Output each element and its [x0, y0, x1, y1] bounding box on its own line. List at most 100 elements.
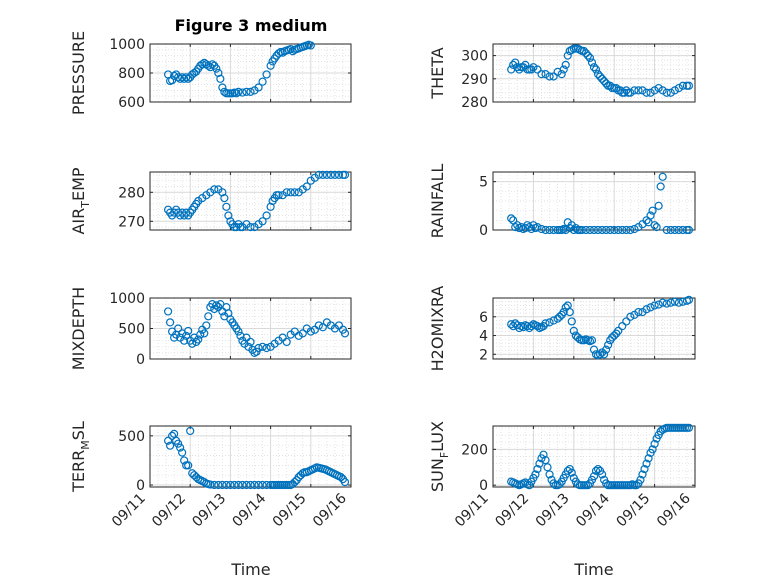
data-point: [612, 83, 621, 93]
data-point: [336, 473, 346, 482]
data-point: [650, 86, 659, 95]
y-axis-label-part: LUX: [428, 421, 447, 452]
y-tick-label: 800: [118, 66, 145, 82]
data-point: [630, 86, 639, 95]
data-point: [656, 182, 665, 191]
y-axis-label-part: SUN: [428, 458, 447, 492]
data-point: [242, 480, 251, 490]
data-point: [306, 41, 315, 50]
data-point: [166, 318, 175, 327]
data-point: [684, 423, 694, 432]
data-point: [318, 170, 327, 179]
data-point: [212, 64, 221, 73]
data-point: [561, 60, 570, 69]
data-point: [507, 214, 516, 223]
data-point: [549, 316, 558, 325]
data-point: [340, 329, 350, 338]
data-point: [180, 336, 189, 345]
data-point: [180, 456, 189, 465]
data-point: [286, 188, 295, 197]
data-point: [234, 87, 243, 96]
data-point: [658, 298, 667, 307]
data-point: [226, 480, 235, 490]
data-point: [178, 448, 187, 457]
y-axis-label-subscript: M: [79, 440, 92, 450]
data-point: [652, 223, 661, 232]
data-point: [318, 323, 327, 332]
data-point: [618, 225, 627, 235]
data-point: [250, 348, 259, 357]
data-point: [214, 68, 223, 78]
data-point: [535, 459, 544, 468]
data-point: [525, 223, 534, 232]
subplot-2: 280 290 300 THETA: [428, 43, 696, 111]
data-point: [654, 300, 663, 309]
data-point: [545, 225, 554, 235]
data-point: [509, 60, 518, 69]
data-point: [610, 225, 619, 235]
data-point: [210, 480, 219, 490]
data-point: [208, 60, 217, 69]
axes-box: [492, 425, 696, 488]
y-tick-label: 0: [136, 352, 145, 368]
data-point: [246, 87, 255, 96]
data-point: [176, 443, 185, 452]
subplot-6: 2 4 6 H2OMIXRA: [428, 286, 696, 371]
data-point: [636, 475, 645, 484]
plot-area: [150, 172, 351, 230]
data-point: [587, 336, 597, 345]
data-point: [583, 51, 593, 60]
data-point: [606, 225, 615, 235]
data-point: [174, 324, 183, 333]
data-point: [678, 225, 687, 235]
data-point: [246, 337, 255, 347]
data-point: [539, 450, 548, 459]
data-point: [334, 170, 344, 179]
data-point: [593, 464, 603, 474]
data-point: [537, 224, 546, 234]
data-point: [674, 225, 683, 235]
data-point: [184, 461, 193, 470]
data-point: [642, 459, 651, 468]
data-point: [559, 307, 568, 317]
data-point: [557, 70, 566, 79]
data-point: [658, 86, 667, 95]
data-point: [262, 70, 271, 79]
data-point: [646, 211, 655, 220]
data-point: [196, 330, 205, 339]
data-point: [630, 224, 639, 234]
y-axis-label-subscript: F: [438, 452, 451, 458]
data-point: [204, 61, 213, 70]
data-point: [234, 480, 243, 490]
y-tick-label: 290: [461, 72, 488, 88]
data-point: [533, 65, 542, 74]
data-point: [604, 340, 613, 350]
axes-box: [149, 425, 352, 488]
data-point: [314, 170, 323, 179]
data-point: [555, 312, 564, 321]
data-point: [184, 74, 193, 83]
axes-box: [492, 297, 696, 360]
data-point: [521, 60, 530, 69]
data-point: [569, 225, 578, 235]
data-point: [250, 480, 259, 490]
y-tick-label: 1000: [109, 291, 145, 307]
data-point: [678, 81, 687, 90]
y-tick-label: 200: [461, 442, 488, 458]
data-point: [597, 225, 607, 235]
data-point: [674, 83, 683, 93]
data-point: [214, 480, 223, 490]
y-tick-label: 2: [479, 347, 488, 363]
data-point: [587, 58, 597, 67]
data-point: [182, 331, 191, 340]
subplot-4: 0 5 RAINFALL: [428, 164, 696, 239]
data-point: [541, 70, 550, 79]
data-point: [589, 63, 599, 72]
data-point: [340, 170, 350, 179]
data-point: [622, 86, 631, 95]
data-point: [622, 225, 631, 235]
data-point: [166, 441, 175, 450]
data-point: [258, 342, 267, 351]
data-point: [531, 470, 540, 479]
